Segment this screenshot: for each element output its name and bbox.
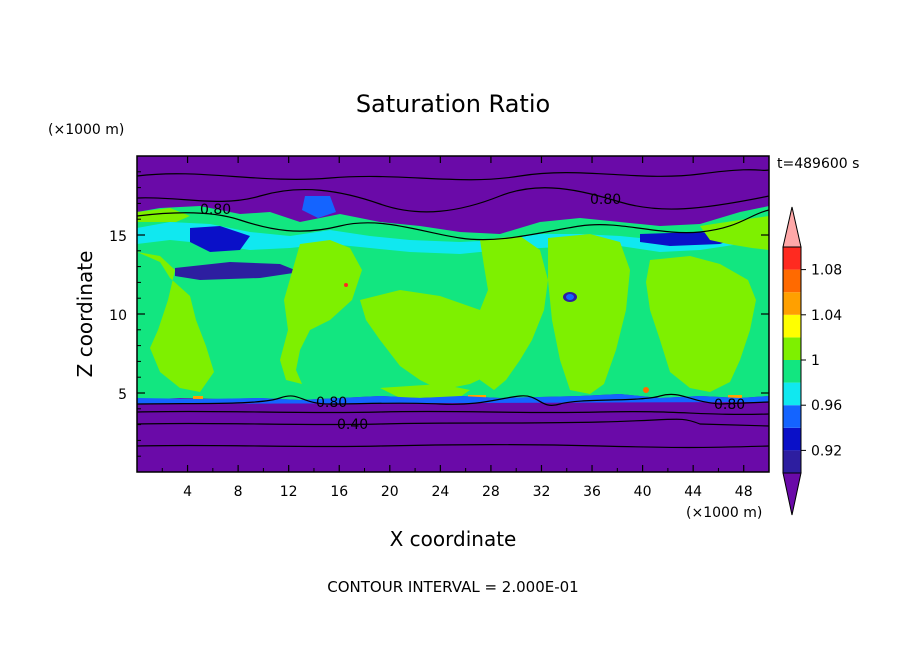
contour-label-080-c: 0.80: [316, 395, 347, 411]
lime-region-right-2: [646, 256, 756, 392]
lime-region-far-right: [700, 216, 769, 250]
lime-region-center-left: [280, 240, 362, 384]
y-tick-label: 5: [118, 387, 127, 403]
x-tick-label: 16: [330, 484, 348, 500]
contour-line-top-moist: [137, 209, 769, 241]
orange-patch-left: [193, 396, 203, 399]
contour-line-upper-2: [137, 187, 769, 213]
colorbar-label: 0.92: [811, 443, 842, 459]
contour-line-040: [137, 418, 769, 427]
lime-strip-bottom-mid: [380, 384, 470, 398]
colorbar-lower-extend: [782, 472, 802, 516]
x-tick-label: 8: [234, 484, 243, 500]
colorbar-swatch: [783, 314, 801, 338]
orange-dot-right: [643, 387, 649, 393]
colorbar-swatch: [783, 247, 801, 270]
contour-label-080-d: 0.80: [714, 397, 745, 413]
x-tick-label: 48: [735, 484, 753, 500]
lime-region-right-1: [548, 234, 630, 394]
x-tick-label: 12: [280, 484, 298, 500]
x-tick-label: 4: [183, 484, 192, 500]
y-axis-title: Z coordinate: [73, 251, 97, 378]
colorbar-swatch: [783, 360, 801, 383]
contour-interval-text: CONTOUR INTERVAL = 2.000E-01: [327, 578, 578, 596]
x-unit-label: (×1000 m): [686, 505, 762, 521]
dry-spot-core: [566, 294, 574, 300]
orange-patch-right: [728, 395, 742, 398]
colorbar-swatch: [783, 450, 801, 473]
contour-label-080-b: 0.80: [590, 192, 621, 208]
colorbar-swatch: [783, 269, 801, 293]
contour-label-040: 0.40: [337, 417, 368, 433]
colorbar-label: 1.08: [811, 263, 842, 279]
x-tick-label: 44: [684, 484, 702, 500]
lime-region-center-right: [470, 236, 548, 390]
x-tick-label: 36: [583, 484, 601, 500]
colorbar-label: 1.04: [811, 308, 842, 324]
colorbar-swatch: [783, 427, 801, 451]
lime-region-center: [360, 290, 510, 390]
x-tick-label: 28: [482, 484, 500, 500]
contour-line-080-lower: [137, 393, 769, 406]
x-tick-label: 20: [381, 484, 399, 500]
contour-field: 0.80 0.80 0.80 0.80 0.40: [137, 156, 769, 472]
colorbar-swatch: [783, 292, 801, 315]
y-tick-label: 15: [109, 229, 127, 245]
lime-patch-left-top: [137, 208, 190, 222]
x-tick-label: 32: [533, 484, 551, 500]
lime-region-left: [137, 252, 214, 392]
x-axis-ticks: 4 8 12 16 20 24 28 32 36 40 44 48: [161, 156, 753, 500]
colorbar-swatch: [783, 405, 801, 428]
colorbar: 0.92 0.96 1 1.04 1.08: [782, 206, 842, 516]
orange-patch-center: [468, 395, 486, 398]
chart-title: Saturation Ratio: [356, 90, 550, 118]
colorbar-label: 1: [811, 353, 820, 369]
x-tick-label: 24: [431, 484, 449, 500]
y-axis-ticks: 5 10 15: [109, 171, 769, 457]
colorbar-upper-extend: [782, 206, 802, 248]
colorbar-swatch: [783, 337, 801, 360]
blue-edge-bottom: [137, 394, 769, 404]
blue-streak-upper-2: [175, 262, 300, 280]
contour-label-080-a: 0.80: [200, 202, 231, 218]
x-axis-title: X coordinate: [390, 527, 517, 551]
contour-lines: [137, 169, 769, 449]
x-tick-label: 40: [634, 484, 652, 500]
contour-line-upper-1: [137, 169, 769, 181]
contour-line-060: [137, 410, 769, 416]
colorbar-label: 0.96: [811, 398, 842, 414]
contour-line-020: [137, 443, 769, 449]
time-label: t=489600 s: [777, 156, 859, 172]
y-tick-label: 10: [109, 308, 127, 324]
blue-streak-upper: [190, 226, 250, 252]
red-dot: [344, 283, 348, 287]
y-unit-label: (×1000 m): [48, 122, 124, 138]
colorbar-swatch: [783, 382, 801, 406]
blue-blob-upper: [302, 196, 336, 218]
